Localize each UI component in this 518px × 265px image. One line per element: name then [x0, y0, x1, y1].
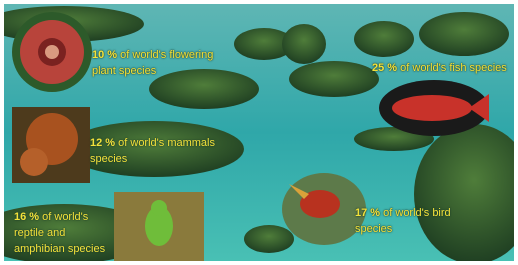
caption-text: of world's fish species — [400, 62, 507, 74]
percent: 17 % — [355, 207, 380, 219]
caption: 17 % of world's bird species — [355, 205, 475, 237]
orangutan-photo — [12, 107, 90, 183]
percent: 16 % — [14, 211, 39, 223]
caption: 10 % of world's flowering plant species — [92, 47, 232, 79]
fish-photo — [379, 80, 489, 136]
caption: 12 % of world's mammals species — [90, 135, 230, 167]
caption: 25 % of world's fish species — [372, 60, 514, 76]
bird-photo — [282, 173, 366, 245]
percent: 25 % — [372, 62, 397, 74]
percent: 12 % — [90, 137, 115, 149]
infographic: 10 % of world's flowering plant species … — [4, 4, 514, 261]
flower-photo — [12, 12, 92, 92]
caption: 16 % of world's reptile and amphibian sp… — [14, 209, 114, 257]
percent: 10 % — [92, 49, 117, 61]
frog-photo — [114, 192, 204, 261]
